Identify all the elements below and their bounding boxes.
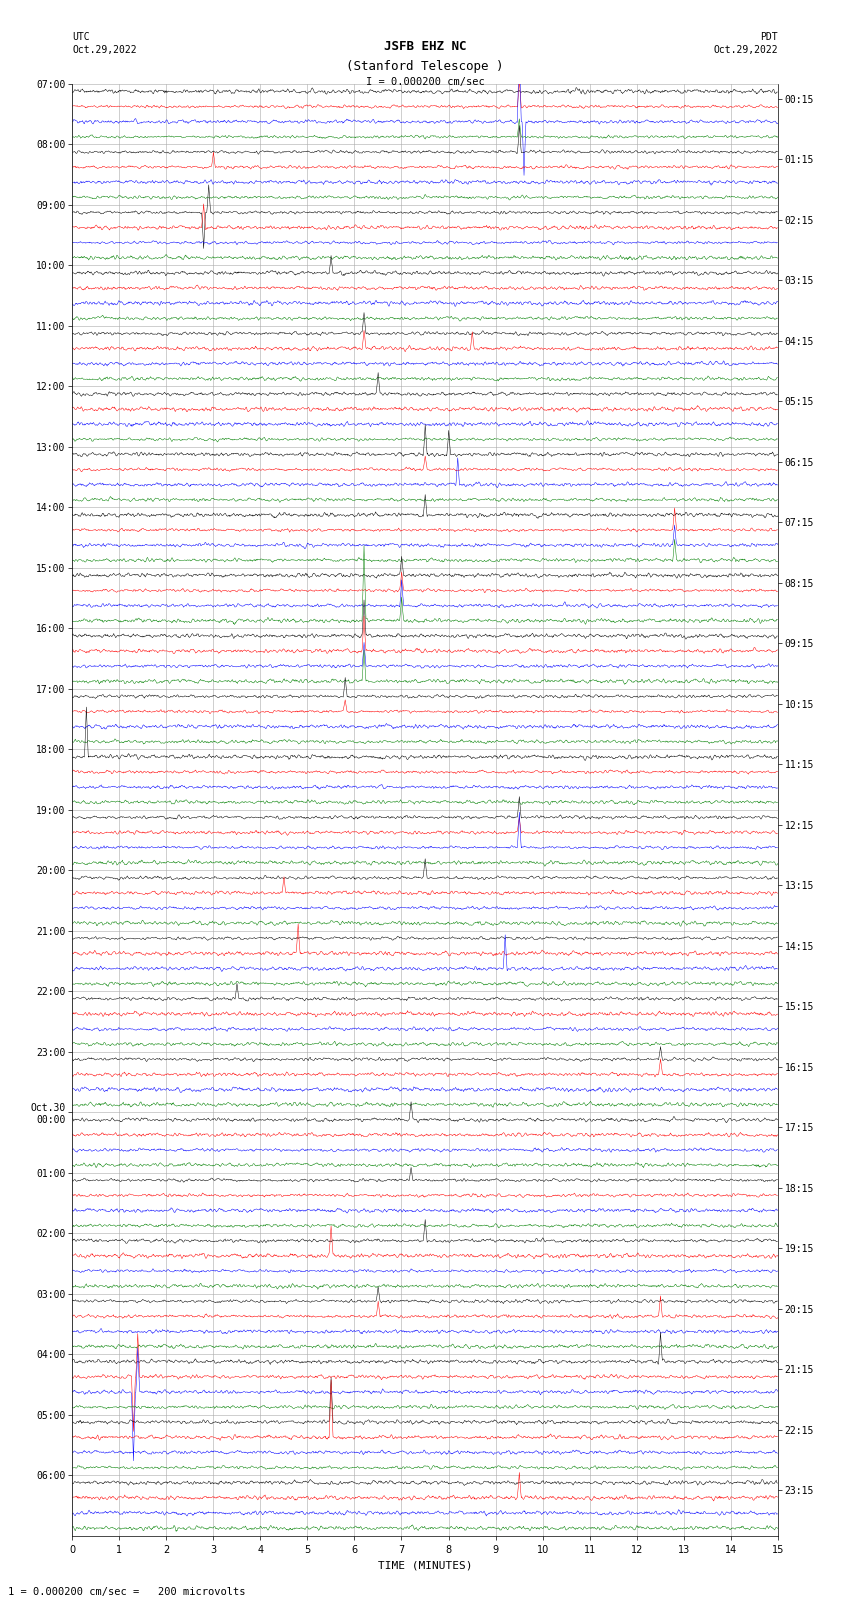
Text: (Stanford Telescope ): (Stanford Telescope ) [346, 60, 504, 73]
X-axis label: TIME (MINUTES): TIME (MINUTES) [377, 1560, 473, 1569]
Text: PDT: PDT [760, 32, 778, 42]
Text: JSFB EHZ NC: JSFB EHZ NC [383, 40, 467, 53]
Text: 1 = 0.000200 cm/sec =   200 microvolts: 1 = 0.000200 cm/sec = 200 microvolts [8, 1587, 246, 1597]
Text: I = 0.000200 cm/sec: I = 0.000200 cm/sec [366, 77, 484, 87]
Text: UTC: UTC [72, 32, 90, 42]
Text: Oct.29,2022: Oct.29,2022 [713, 45, 778, 55]
Text: Oct.29,2022: Oct.29,2022 [72, 45, 137, 55]
